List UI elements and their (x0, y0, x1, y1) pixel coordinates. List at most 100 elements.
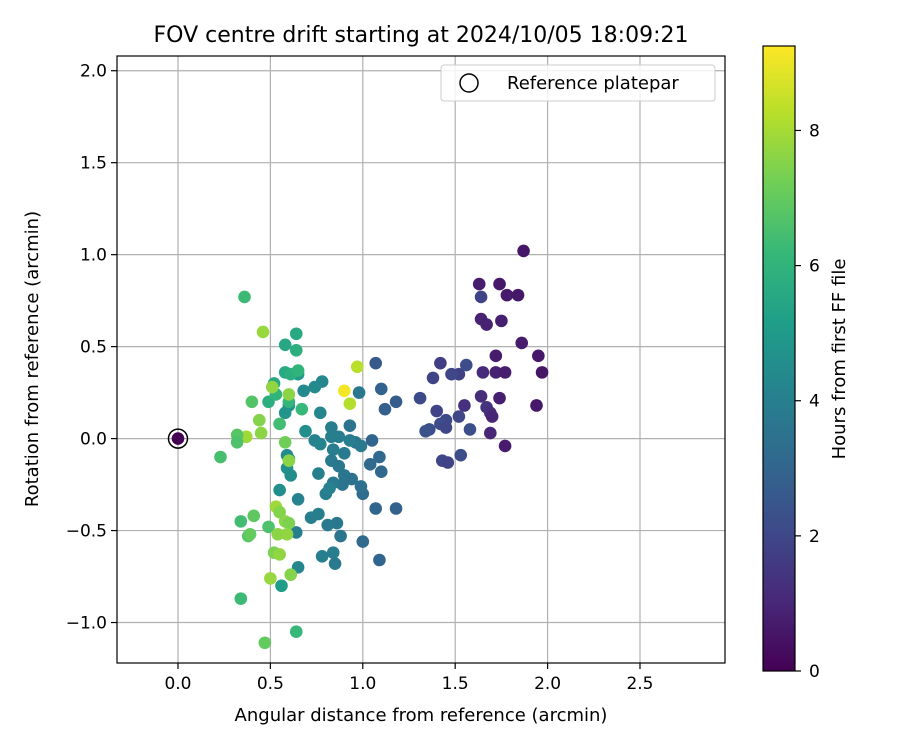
scatter-point (374, 465, 388, 479)
y-tick-label: 2.0 (80, 62, 107, 82)
x-tick-label: 2.5 (626, 674, 653, 694)
scatter-point (474, 389, 488, 403)
scatter-point (273, 548, 286, 561)
scatter-point (434, 356, 447, 370)
scatter-point (282, 516, 296, 530)
colorbar-tick-label: 4 (809, 392, 820, 412)
scatter-point (517, 244, 530, 258)
colorbar: 0 2 4 6 8 Hours from first FF file (762, 45, 850, 682)
scatter-point (495, 314, 508, 328)
legend-reference-marker (459, 73, 479, 93)
scatter-point (289, 344, 303, 357)
scatter-point (530, 399, 543, 412)
scatter-point (171, 432, 185, 445)
reference-platepar-marker (167, 428, 189, 449)
scatter-point (365, 434, 379, 447)
colorbar-tick-label: 8 (809, 121, 820, 141)
colorbar-gradient (763, 46, 795, 671)
scatter-point (489, 349, 503, 363)
scatter-point (374, 382, 388, 396)
scatter-point (291, 492, 305, 506)
scatter-point (278, 435, 292, 449)
scatter-point (289, 625, 303, 639)
scatter-point (280, 527, 294, 541)
scatter-point (258, 636, 272, 650)
scatter-point (326, 443, 340, 456)
x-axis-label: Angular distance from reference (arcmin) (235, 705, 608, 726)
scatter-point (485, 410, 499, 423)
scatter-point (338, 447, 351, 460)
scatter-point (282, 388, 296, 401)
plot-frame (116, 55, 726, 664)
scatter-point (271, 527, 285, 541)
scatter-point (297, 384, 310, 398)
scatter-point (278, 406, 292, 420)
legend: Reference platepar (440, 64, 716, 102)
scatter-point (234, 515, 248, 528)
scatter-point (289, 327, 303, 341)
scatter-point (334, 529, 347, 543)
scatter-point (459, 358, 473, 372)
scatter-point (328, 557, 342, 570)
x-tick-label: 2.0 (534, 674, 561, 694)
colorbar-tick-label: 6 (809, 257, 820, 277)
scatter-point (532, 349, 545, 363)
scatter-point (354, 480, 368, 493)
scatter-point (426, 371, 440, 385)
legend-label: Reference platepar (507, 73, 679, 94)
scatter-point (254, 426, 268, 440)
scatter-point (363, 458, 377, 471)
scatter-point (273, 417, 286, 431)
scatter-point (295, 402, 309, 416)
colorbar-tick-label: 0 (809, 662, 820, 682)
scatter-point (243, 527, 257, 541)
colorbar-frame (762, 45, 796, 672)
scatter-point (498, 439, 512, 453)
scatter-point (493, 391, 506, 405)
y-tick-label: 1.5 (80, 154, 107, 174)
scatter-point (214, 450, 227, 464)
x-tick-label: 0.5 (257, 674, 284, 694)
scatter-point (498, 366, 512, 379)
x-tick-label: 0.0 (164, 674, 191, 694)
scatter-point (480, 318, 493, 331)
scatter-point (419, 424, 432, 438)
y-tick-label: 0.5 (80, 338, 107, 358)
scatter-point (291, 364, 305, 377)
colorbar-ticks: 0 2 4 6 8 (795, 121, 820, 682)
scatter-point (238, 290, 251, 304)
scatter-point (343, 419, 357, 433)
legend-box (440, 64, 716, 102)
scatter-point (284, 469, 298, 482)
scatter-point (265, 380, 279, 394)
scatter-point (430, 404, 444, 418)
plot-area: 0.0 0.5 1.0 1.5 2.0 2.5 −1.0 −0.5 0.0 0.5 1.0 1.5 2… (66, 55, 726, 694)
scatter-point (515, 336, 529, 350)
colorbar-tick-label: 2 (809, 527, 820, 547)
scatter-point (262, 520, 275, 534)
scatter-point (338, 384, 351, 398)
scatter-point (535, 366, 549, 379)
scatter-point (247, 509, 261, 523)
scatter-point (441, 456, 455, 469)
scatter-point (454, 448, 468, 462)
scatter-point (230, 435, 244, 449)
scatter-point (369, 502, 383, 515)
scatter-point (474, 290, 488, 304)
scatter-markers (167, 244, 549, 650)
scatter-point (476, 366, 490, 379)
scatter-point (282, 454, 296, 467)
scatter-point (439, 421, 453, 434)
scatter-point (313, 406, 327, 420)
scatter-point (373, 450, 386, 464)
x-tick-label: 1.5 (442, 674, 469, 694)
y-axis-ticks: −1.0 −0.5 0.0 0.5 1.0 1.5 2.0 (66, 62, 117, 634)
scatter-point (350, 360, 364, 374)
scatter-point (343, 397, 357, 410)
y-tick-label: −0.5 (66, 522, 107, 542)
scatter-point (315, 550, 329, 563)
colorbar-label: Hours from first FF file (829, 259, 850, 460)
scatter-point (312, 507, 325, 521)
scatter-point (313, 437, 327, 451)
